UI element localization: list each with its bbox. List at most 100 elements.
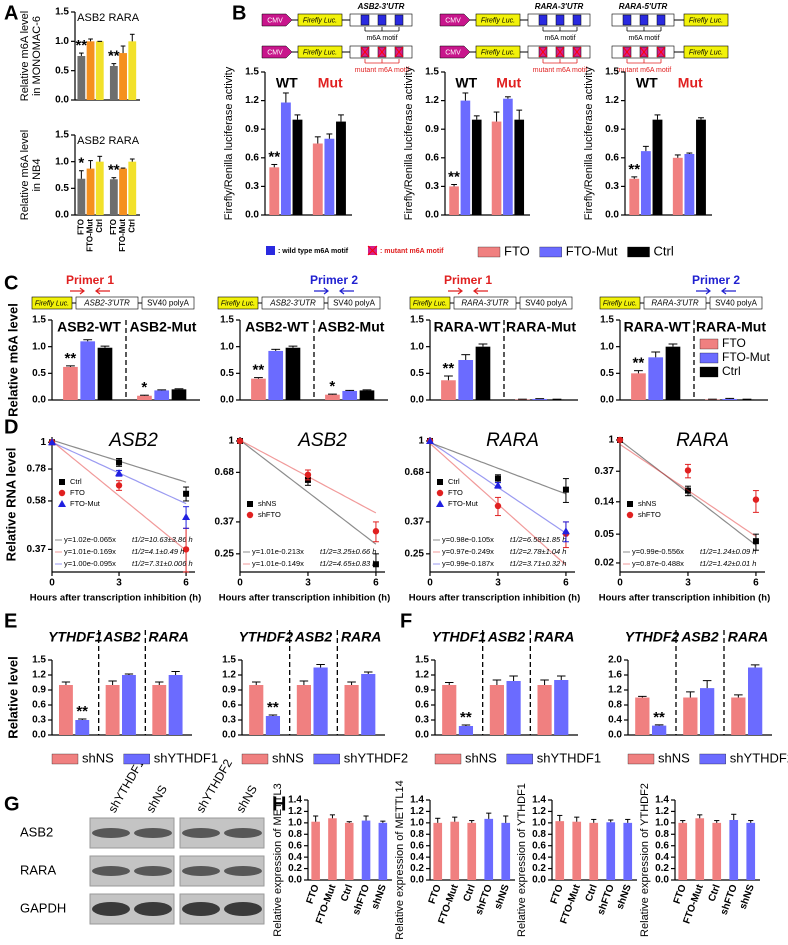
x-tick-label: 0 [617, 578, 623, 589]
category-label: Mut [678, 75, 703, 91]
motif-legend-label: : wild type m6A motif [278, 248, 349, 255]
half-life: t1/2=6.58±1.85 h [510, 535, 566, 544]
y-tick-label: 1.2 [415, 670, 429, 681]
y-tick-label: 0.6 [410, 840, 424, 851]
legend-label: Ctrl [448, 477, 460, 486]
category-label: ASB2-WT [245, 319, 309, 335]
legend-label: shNS [272, 750, 304, 765]
polya-label: SV40 polyA [525, 299, 567, 308]
x-tick-label: FTO-Mut [86, 219, 95, 252]
bar [296, 685, 311, 735]
y-axis-title: Relative m6A level [19, 130, 31, 221]
bar [359, 390, 375, 400]
bar [378, 822, 388, 880]
y-tick-label: 0.0 [55, 210, 69, 221]
y-tick-label: 0.2 [288, 863, 302, 874]
legend-label: Ctrl [722, 364, 741, 378]
bar [325, 394, 340, 400]
y-tick-label: 0.4 [288, 852, 302, 863]
promoter-label: CMV [267, 17, 283, 24]
y-axis-title: Relative RNA level [3, 448, 18, 562]
legend-marker [436, 500, 444, 507]
point [684, 487, 691, 494]
y-tick-label: 1.2 [32, 670, 46, 681]
bar [251, 378, 266, 400]
legend-label: shNS [82, 750, 114, 765]
bar [105, 685, 120, 735]
category-label: Mut [496, 75, 521, 91]
bar [109, 179, 118, 215]
y-tick-label: 0.0 [55, 95, 69, 106]
bar [152, 685, 167, 735]
reporter-label: Firefly Luc. [689, 49, 723, 56]
panel-label: A [4, 2, 18, 24]
primer-arrow [314, 287, 329, 295]
motif-cross [639, 46, 649, 58]
x-axis-title: Hours after transcription inhibition (h) [219, 593, 391, 604]
y-axis-title: Firefly/Renilla luciferase activity [403, 66, 415, 220]
x-tick-label: 6 [753, 578, 759, 589]
bar [729, 820, 739, 880]
blot-band [134, 866, 172, 876]
y-tick-label: 0.78 [27, 464, 47, 475]
bar [696, 119, 706, 215]
x-tick-label: 6 [563, 578, 569, 589]
y-tick-label: 0.4 [608, 715, 622, 726]
motif-cross [538, 46, 548, 58]
y-tick-label: 0.0 [410, 875, 424, 886]
legend-label: FTO [70, 488, 85, 497]
bar [311, 821, 320, 880]
fit-equation: y=1.01e-0.213x [252, 547, 304, 556]
motif-cross [377, 46, 387, 58]
legend-swatch [699, 338, 719, 350]
bar [589, 822, 599, 880]
category-label: RARA [108, 12, 139, 24]
motif-box [377, 14, 387, 26]
y-tick-label: 0.3 [425, 181, 439, 192]
y-tick-label: 0.4 [655, 852, 669, 863]
x-tick-label: Ctrl [127, 219, 136, 233]
reporter-label: Firefly Luc. [481, 17, 515, 24]
category-label: ASB2 [102, 629, 141, 645]
bar [119, 53, 127, 100]
bar [77, 56, 86, 100]
y-tick-label: 0.58 [27, 496, 47, 507]
bar [629, 178, 640, 215]
y-tick-label: 1.0 [32, 341, 46, 352]
mutant-motif-label: mutant m6A motif [533, 67, 588, 74]
blot-column-label: shNS [143, 783, 170, 815]
mutant-motif-label: mutant m6A motif [617, 67, 672, 74]
y-tick-label: 1.5 [32, 315, 46, 326]
category-label: ASB2 [77, 135, 105, 147]
panel-label: H [272, 793, 286, 815]
significance: ** [443, 360, 455, 377]
blot-row-label: ASB2 [20, 824, 53, 839]
reporter-label: Firefly Luc. [481, 49, 515, 56]
bar [344, 822, 354, 880]
bar [683, 697, 698, 735]
fit-line [51, 440, 187, 551]
legend-marker [626, 511, 634, 519]
category-label: ASB2 [680, 629, 719, 645]
y-tick-label: 0.0 [600, 395, 614, 406]
legend-marker [58, 500, 66, 507]
legend-marker [59, 479, 65, 485]
half-life: t1/2=4.65±0.83 h [320, 559, 376, 568]
significance: ** [108, 162, 120, 179]
x-tick-label: shNS [493, 883, 512, 911]
bar [503, 98, 513, 215]
bar [80, 341, 96, 400]
motif-legend-cross [367, 245, 378, 256]
significance: ** [448, 168, 460, 185]
legend-swatch [627, 753, 655, 765]
y-tick-label: 0.9 [415, 685, 429, 696]
bar [95, 41, 104, 100]
legend-label: FTO [722, 336, 746, 350]
legend-swatch [699, 366, 719, 378]
y-tick-label: 1.5 [425, 67, 439, 78]
y-axis-title: Relative m6A level [5, 303, 20, 417]
bar [467, 822, 477, 880]
blot-row-label: RARA [20, 862, 56, 877]
point [752, 538, 759, 545]
legend-swatch [51, 753, 79, 765]
